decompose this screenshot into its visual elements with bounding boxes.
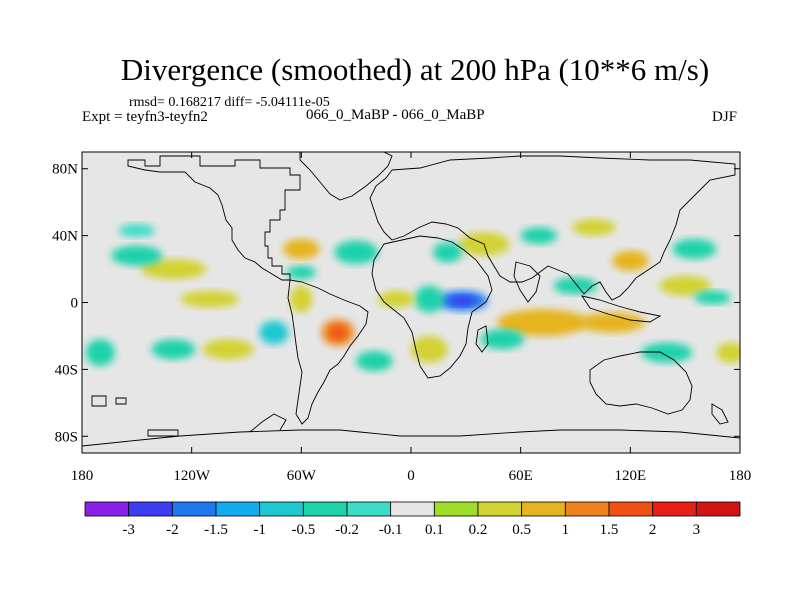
field-anomaly-28: [641, 342, 693, 363]
coastline-africa: [371, 235, 493, 379]
field-anomaly-16: [111, 245, 163, 266]
field-anomaly-18: [202, 339, 254, 360]
field-anomaly-26: [672, 238, 717, 260]
colorbar-swatch-1: [128, 501, 173, 517]
y-tick-label: 80N: [52, 162, 78, 178]
field-anomaly-4: [330, 325, 346, 340]
coastline-greenland: [299, 152, 393, 201]
x-tick-label: 0: [407, 468, 415, 484]
field-anomaly-27: [118, 223, 156, 238]
colorbar-label: -1: [253, 522, 266, 538]
coastline-madagascar: [475, 325, 489, 353]
x-tick-label: 60E: [509, 468, 533, 484]
coastline-islands: [91, 395, 179, 437]
coastline-antarctic-peninsula: [249, 413, 287, 433]
season-label: DJF: [712, 109, 738, 125]
coastline-south-america: [287, 279, 369, 425]
colorbar-swatch-2: [171, 501, 217, 517]
colorbar-swatch-12: [608, 501, 654, 517]
field-anomaly-10: [480, 329, 525, 350]
colorbar-label: -2: [166, 522, 179, 538]
y-tick-label: 80S: [55, 429, 78, 445]
field-anomaly-29: [411, 335, 448, 363]
field-anomaly-12: [612, 250, 649, 271]
coastline-australia: [589, 351, 693, 415]
colorbar-swatch-14: [695, 501, 741, 517]
colorbar-label: -0.2: [335, 522, 359, 538]
colorbar-label: 0.5: [512, 522, 531, 538]
field-anomaly-30: [356, 350, 393, 372]
contour-fill-group: [85, 218, 740, 372]
case-label: 066_0_MaBP - 066_0_MaBP: [306, 107, 485, 123]
field-anomaly-8: [496, 309, 589, 336]
field-anomaly-25: [520, 227, 558, 244]
x-tick-label: 180: [729, 468, 752, 484]
colorbar-swatch-10: [521, 501, 566, 517]
coastline-group: [82, 152, 740, 447]
field-anomaly-19: [151, 339, 196, 360]
x-tick-label: 60W: [287, 468, 317, 484]
y-tick-label: 40S: [55, 362, 78, 378]
colorbar-label: -1.5: [204, 522, 228, 538]
coastline-new-zealand: [711, 403, 729, 425]
colorbar-swatch-4: [259, 501, 304, 517]
field-anomaly-17: [180, 290, 240, 308]
colorbar-swatch-7: [390, 501, 435, 517]
colorbar-label: 0.2: [469, 522, 488, 538]
coastline-north-america: [127, 155, 301, 281]
stats-label: rmsd= 0.168217 diff= -5.04111e-05: [129, 95, 330, 110]
colorbar-label: -3: [122, 522, 135, 538]
field-anomaly-11: [553, 277, 598, 295]
axes-group: 180 120W 60W 0 60E 120E 180 80N 40N 0 40S 80S: [52, 152, 751, 484]
field-anomaly-21: [283, 238, 320, 260]
x-tick-label: 120E: [614, 468, 646, 484]
colorbar: -3 -2 -1.5 -1 -0.5 -0.2 -0.1 0.1 0.2 0.5 1 1.5 2 3: [84, 501, 741, 538]
coastline-eurasia: [369, 155, 736, 301]
colorbar-label: 1.5: [600, 522, 619, 538]
colorbar-swatch-9: [477, 501, 523, 517]
y-tick-label: 0: [71, 296, 79, 312]
field-anomaly-2: [414, 285, 444, 313]
field-anomaly-7: [259, 320, 289, 345]
field-anomaly-20: [85, 339, 115, 367]
colorbar-swatch-5: [302, 501, 348, 517]
x-tick-label: 180: [71, 468, 94, 484]
colorbar-label: -0.1: [379, 522, 403, 538]
field-anomaly-14: [694, 290, 731, 305]
field-anomaly-9: [579, 312, 645, 333]
colorbar-label: 2: [649, 522, 657, 538]
colorbar-label: -0.5: [291, 522, 315, 538]
field-anomaly-24: [432, 242, 463, 263]
colorbar-swatch-6: [346, 501, 392, 517]
colorbar-swatch-8: [433, 501, 479, 517]
field-anomaly-13: [659, 275, 711, 296]
x-tick-label: 120W: [173, 468, 211, 484]
field-anomaly-32: [286, 265, 316, 280]
y-tick-label: 40N: [52, 229, 78, 245]
field-anomaly-22: [334, 240, 379, 265]
field-anomaly-15: [140, 259, 207, 280]
colorbar-swatch-11: [564, 501, 610, 517]
coastline-india: [513, 261, 541, 303]
coastline-antarctica: [82, 429, 740, 447]
colorbar-swatch-0: [84, 501, 130, 517]
colorbar-label: 3: [693, 522, 701, 538]
colorbar-label: 1: [562, 522, 570, 538]
field-anomaly-5: [378, 290, 415, 308]
field-anomaly-31: [716, 342, 740, 363]
chart-title: Divergence (smoothed) at 200 hPa (10**6 …: [120, 52, 710, 87]
field-anomaly-33: [571, 218, 616, 236]
experiment-label: Expt = teyfn3-teyfn2: [82, 109, 208, 125]
colorbar-label: 0.1: [425, 522, 444, 538]
colorbar-swatch-13: [652, 501, 697, 517]
colorbar-swatch-3: [215, 501, 261, 517]
field-anomaly-1: [449, 295, 475, 306]
field-anomaly-6: [290, 285, 313, 313]
coastline-indonesia: [581, 295, 662, 323]
